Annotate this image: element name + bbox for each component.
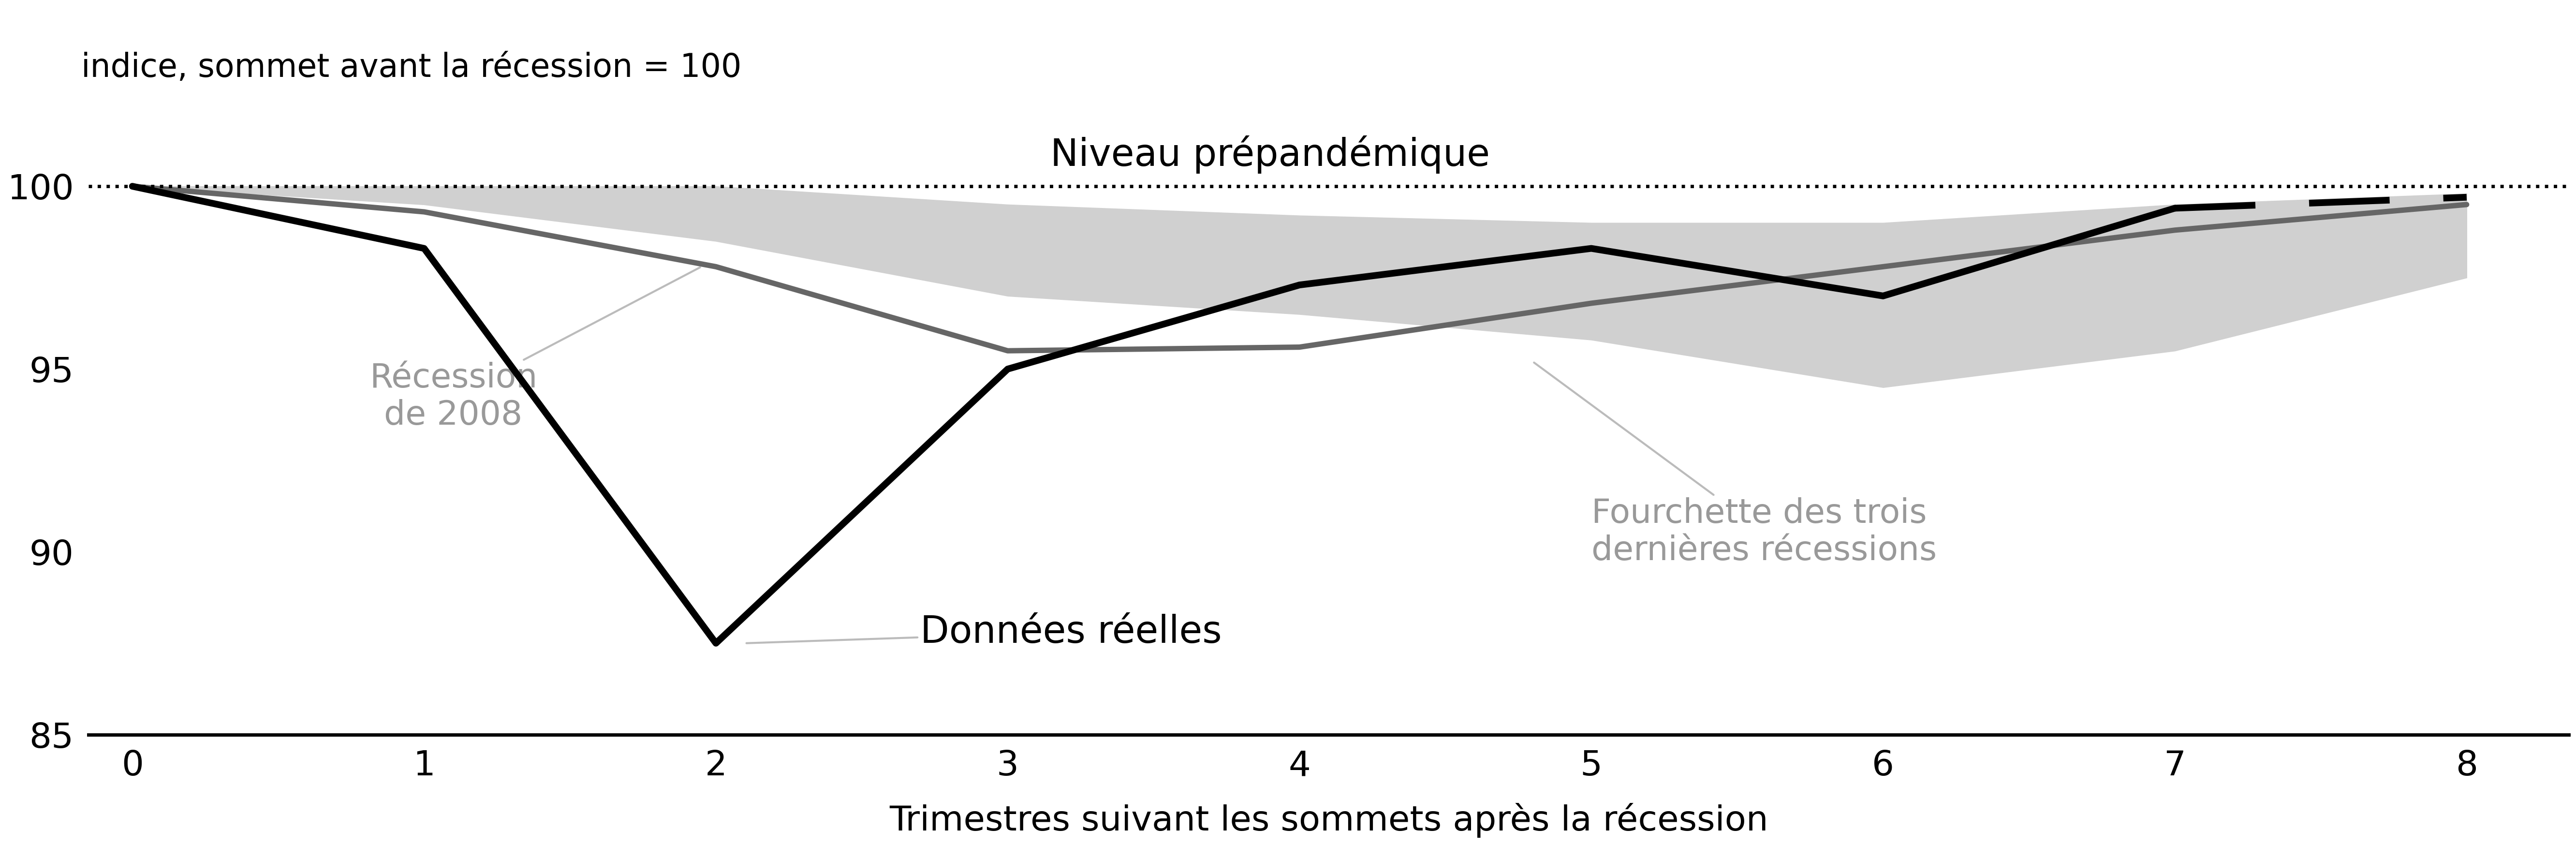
- Text: indice, sommet avant la récession = 100: indice, sommet avant la récession = 100: [80, 52, 742, 84]
- Text: Récession
de 2008: Récession de 2008: [368, 267, 701, 432]
- X-axis label: Trimestres suivant les sommets après la récession: Trimestres suivant les sommets après la …: [889, 803, 1767, 837]
- Text: Données réelles: Données réelles: [747, 613, 1221, 651]
- Text: Fourchette des trois
dernières récessions: Fourchette des trois dernières récession…: [1533, 363, 1937, 567]
- Text: Niveau prépandémique: Niveau prépandémique: [1051, 135, 1489, 173]
